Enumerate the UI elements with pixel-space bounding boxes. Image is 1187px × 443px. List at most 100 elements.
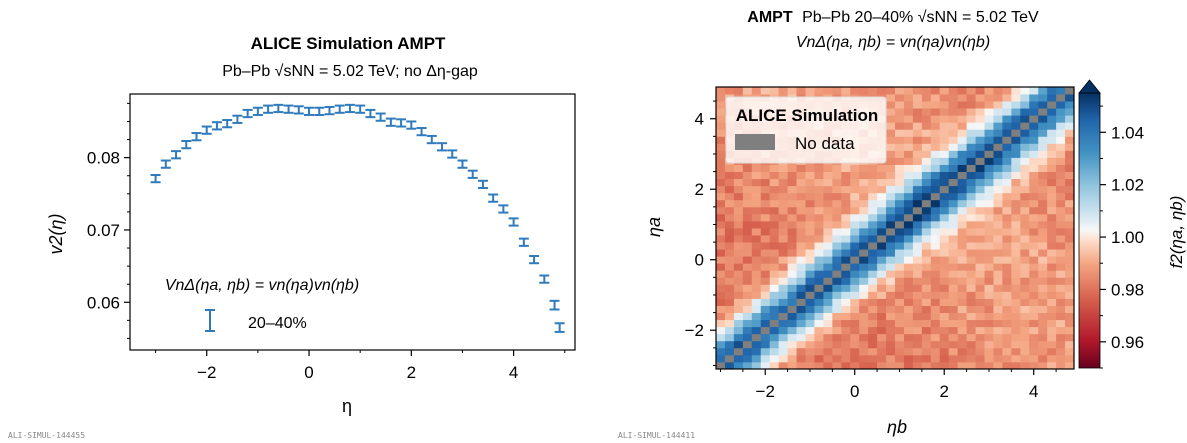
heatmap-cell	[975, 206, 985, 215]
heatmap-cell	[716, 277, 726, 285]
heatmap-cell	[1011, 129, 1021, 137]
heatmap-cell	[877, 178, 887, 187]
heatmap-cell	[1038, 333, 1048, 342]
right-y-tick-label: 4	[695, 110, 704, 129]
heatmap-cell	[1020, 333, 1030, 342]
left-errorbar-point	[283, 104, 294, 114]
heatmap-cell	[939, 87, 950, 95]
heatmap-cell	[903, 178, 914, 187]
heatmap-cell	[1011, 298, 1021, 306]
heatmap-cell	[787, 199, 797, 208]
heatmap-cell	[948, 263, 959, 271]
heatmap-cell	[993, 101, 1003, 109]
heatmap-cell	[733, 164, 744, 172]
heatmap-cell	[742, 340, 753, 349]
heatmap-cell	[948, 157, 959, 165]
left-axis-ticks: −2 0 2 40.060.070.08	[87, 102, 566, 382]
heatmap-cell	[1065, 361, 1074, 369]
heatmap-cell	[975, 340, 985, 349]
heatmap-cell	[895, 171, 905, 180]
heatmap-cell	[805, 319, 815, 328]
heatmap-cell	[1002, 228, 1012, 236]
left-errorbar-point	[508, 217, 519, 227]
heatmap-cell	[921, 108, 932, 116]
heatmap-cell	[1020, 256, 1030, 264]
heatmap-cell	[868, 291, 878, 299]
right-x-tick-label: 4	[1029, 382, 1038, 401]
heatmap-cell	[859, 185, 869, 194]
heatmap-cell	[895, 312, 905, 321]
heatmap-cell	[877, 333, 887, 342]
heatmap-cell	[1002, 361, 1012, 369]
heatmap-cell	[796, 206, 806, 215]
heatmap-cell	[1029, 235, 1039, 243]
heatmap-cell	[921, 291, 932, 299]
heatmap-cell	[841, 354, 851, 363]
heatmap-cell	[1029, 242, 1039, 250]
left-plot-frame	[129, 93, 576, 351]
heatmap-cell	[957, 101, 967, 109]
heatmap-cell	[966, 115, 976, 123]
heatmap-cell	[886, 298, 896, 306]
heatmap-cell	[984, 347, 994, 356]
heatmap-cell	[742, 87, 753, 95]
heatmap-cell	[886, 333, 896, 342]
heatmap-cell	[859, 277, 869, 285]
heatmap-cell	[814, 291, 824, 299]
heatmap-cell	[868, 319, 878, 328]
heatmap-cell	[966, 333, 976, 342]
heatmap-cell	[1038, 347, 1048, 356]
heatmap-cell	[948, 136, 959, 144]
heatmap-cell	[948, 249, 959, 257]
heatmap-cell	[975, 129, 985, 137]
heatmap-cell	[1047, 220, 1057, 229]
left-formula-annotation: VnΔ(ηa, ηb) = vn(ηa)vn(ηb)	[165, 277, 359, 294]
heatmap-cell	[1020, 291, 1030, 299]
heatmap-cell	[716, 129, 726, 137]
left-legend-label: 20–40%	[248, 315, 307, 332]
heatmap-cell	[903, 270, 914, 278]
heatmap-cell	[769, 185, 780, 194]
heatmap-cell	[1047, 291, 1057, 299]
heatmap-cell	[733, 354, 744, 363]
heatmap-cell	[903, 129, 914, 137]
heatmap-cell	[912, 277, 923, 285]
heatmap-cell	[957, 242, 967, 250]
heatmap-cell	[760, 249, 771, 257]
heatmap-cell	[939, 249, 950, 257]
heatmap-cell	[948, 340, 959, 349]
heatmap-cell	[957, 199, 967, 208]
heatmap-cell	[903, 164, 914, 172]
heatmap-cell	[939, 199, 950, 208]
heatmap-cell	[832, 220, 842, 229]
heatmap-cell	[939, 108, 950, 116]
heatmap-cell	[895, 354, 905, 363]
heatmap-cell	[993, 220, 1003, 229]
heatmap-cell	[733, 284, 744, 292]
heatmap-cell	[912, 242, 923, 250]
heatmap-cell	[850, 164, 860, 172]
heatmap-cell	[877, 87, 887, 95]
heatmap-cell	[957, 157, 967, 165]
heatmap-cell	[778, 256, 788, 264]
heatmap-cell	[1029, 319, 1039, 328]
heatmap-cell	[895, 235, 905, 243]
heatmap-cell	[796, 192, 806, 201]
heatmap-cell	[903, 284, 914, 292]
heatmap-cell	[742, 277, 753, 285]
heatmap-cell	[832, 199, 842, 208]
heatmap-cell	[716, 347, 726, 356]
heatmap-cell	[1029, 115, 1039, 123]
heatmap-cell	[1029, 347, 1039, 356]
heatmap-cell	[903, 185, 914, 194]
heatmap-cell	[841, 192, 851, 201]
heatmap-cell	[1011, 206, 1021, 215]
heatmap-cell	[886, 319, 896, 328]
heatmap-cell	[1029, 192, 1039, 201]
heatmap-cell	[948, 312, 959, 321]
heatmap-cell	[1020, 157, 1030, 165]
heatmap-cell	[1047, 87, 1057, 95]
heatmap-cell	[975, 291, 985, 299]
heatmap-cell	[1056, 242, 1066, 250]
heatmap-cell	[984, 199, 994, 208]
